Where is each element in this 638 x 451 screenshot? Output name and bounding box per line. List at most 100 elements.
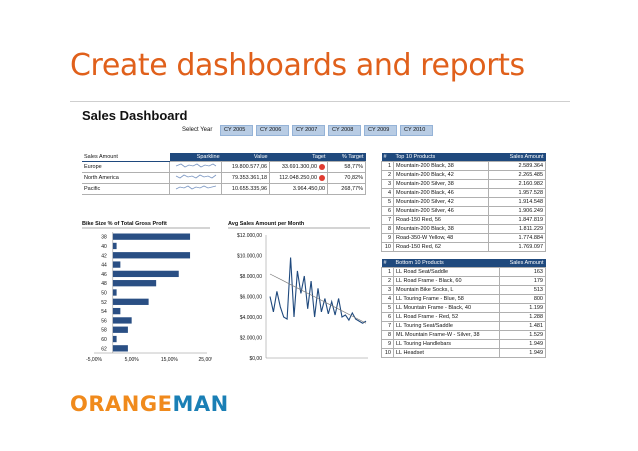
sales-amount-cell: 2.589.364 — [487, 161, 547, 171]
rank-cell: 4 — [381, 294, 394, 304]
year-tab-2009[interactable]: CY 2009 — [364, 125, 397, 136]
sparkline — [169, 161, 223, 173]
table-row: 6 LL Road Frame - Red, 52 1.288 — [381, 312, 546, 322]
sales-amount-cell: 1.481 — [499, 321, 546, 331]
chart-title: Avg Sales Amount per Month — [228, 221, 305, 227]
product-name-cell: Mountain-200 Silver, 46 — [393, 206, 489, 216]
pct-cell: 268,77% — [327, 183, 366, 195]
y-tick-label: $2.000,00 — [240, 336, 262, 342]
rank-cell: 10 — [381, 242, 394, 252]
year-tab-2010[interactable]: CY 2010 — [400, 125, 433, 136]
target-cell: 3.964.450,00 — [269, 183, 329, 195]
target-cell: 33.691.300,00 — [269, 161, 329, 173]
y-tick-label: 50 — [101, 291, 107, 297]
sales-amount-cell: 513 — [499, 285, 546, 295]
table-row: 8 Mountain-200 Black, 38 1.811.229 — [381, 224, 547, 234]
product-name-cell: LL Road Frame - Red, 52 — [392, 312, 501, 322]
trend-line — [269, 273, 367, 324]
y-tick-label: $4.000,00 — [240, 315, 262, 321]
y-tick-label: $12.000,00 — [237, 233, 262, 239]
sales-amount-cell: 1.288 — [499, 312, 546, 322]
year-tab-2005[interactable]: CY 2005 — [220, 125, 253, 136]
region-cell: Europe — [82, 161, 171, 173]
value-header: Value — [221, 153, 270, 162]
rank-cell: 9 — [381, 233, 394, 243]
sales-amount-cell: 1.529 — [499, 330, 546, 340]
table-row: 3 Mountain Bike Socks, L 513 — [381, 285, 546, 295]
value-cell: 19.800.577,06 — [221, 161, 271, 173]
bar — [112, 270, 179, 278]
year-tab-2007[interactable]: CY 2007 — [292, 125, 325, 136]
product-name-cell: Mountain-200 Silver, 42 — [393, 197, 489, 207]
bar — [112, 261, 121, 268]
region-cell: North America — [82, 172, 171, 184]
sales-amount-cell: 1.774.884 — [487, 233, 547, 243]
status-red-icon — [319, 163, 326, 170]
product-name-cell: Mountain-200 Black, 38 — [393, 224, 489, 234]
bar — [112, 233, 191, 240]
y-tick-label: $6.000,00 — [240, 295, 262, 301]
y-tick-label: $8.000,00 — [240, 274, 262, 280]
rank-cell: 1 — [381, 267, 394, 277]
table-row: 3 Mountain-200 Silver, 38 2.160.982 — [381, 179, 547, 189]
rank-cell: 3 — [381, 285, 394, 295]
table-row: 9 Road-350-W Yellow, 48 1.774.884 — [381, 233, 547, 243]
sales-amount-cell: 1.847.819 — [487, 215, 547, 225]
pct-target-header: % Target — [327, 153, 366, 162]
product-name-cell: Road-350-W Yellow, 48 — [393, 233, 489, 243]
product-name-cell: Mountain-200 Silver, 38 — [393, 179, 489, 189]
sales-amount-cell: 1.914.548 — [487, 197, 547, 207]
y-tick-label: 52 — [101, 300, 107, 306]
table-row: 8 ML Mountain Frame-W - Silver, 38 1.529 — [381, 330, 546, 340]
slide-title: Create dashboards and reports — [70, 48, 525, 83]
series-line — [269, 257, 367, 324]
table-row: Europe 19.800.577,06 33.691.300,00 58,77… — [82, 161, 366, 173]
pct-cell: 58,77% — [327, 161, 366, 173]
product-name-cell: Road-150 Red, 56 — [393, 215, 489, 225]
bar — [112, 307, 121, 315]
status-red-icon — [319, 174, 326, 181]
y-tick-label: 46 — [101, 272, 107, 278]
product-name-cell: LL Headset — [392, 348, 501, 358]
sales-amount-cell: 1.949 — [499, 348, 546, 358]
sparkline — [169, 183, 223, 195]
y-tick-label: 56 — [101, 318, 107, 324]
y-tick-label: 44 — [101, 263, 107, 269]
sales-amount-cell: 1.769.097 — [487, 242, 547, 252]
product-name-cell: LL Touring Handlebars — [392, 339, 501, 349]
avg-sales-line-chart: Avg Sales Amount per Month $12.000,00 $10.… — [228, 221, 370, 362]
table-row: North America 79.353.361,18 112.048.250,… — [82, 172, 366, 184]
product-name-cell: Road-150 Red, 62 — [393, 242, 489, 252]
product-name-cell: ML Mountain Frame-W - Silver, 38 — [392, 330, 501, 340]
year-tab-2008[interactable]: CY 2008 — [328, 125, 361, 136]
sales-amount-header: Sales Amount — [499, 259, 546, 268]
table-row: 1 LL Road Seat/Saddle 163 — [381, 267, 546, 277]
target-value: 3.964.450,00 — [292, 186, 326, 192]
sales-amount-cell: 2.265.485 — [487, 170, 547, 180]
y-tick-label: 42 — [101, 253, 107, 259]
product-name-cell: Mountain-200 Black, 46 — [393, 188, 489, 198]
target-header: Taget — [269, 153, 328, 162]
sales-amount-cell: 163 — [499, 267, 546, 277]
sales-amount-cell: 1.906.249 — [487, 206, 547, 216]
chart-title: Bike Size % of Total Gross Profit — [82, 221, 167, 227]
bar — [112, 298, 149, 305]
table-row: 4 LL Touring Frame - Blue, 58 800 — [381, 294, 546, 304]
y-tick-label: 48 — [101, 281, 107, 287]
bar — [112, 317, 132, 324]
bottom-10-products-table: # Bottom 10 Products Sales Amount 1 LL Ro… — [381, 259, 546, 358]
year-tab-2006[interactable]: CY 2006 — [256, 125, 289, 136]
rank-cell: 7 — [381, 215, 394, 225]
x-tick-label: 25,00% — [199, 357, 212, 363]
table-row: 2 LL Road Frame - Black, 60 179 — [381, 276, 546, 286]
product-name-cell: Mountain-200 Black, 38 — [393, 161, 489, 171]
target-value: 112.048.250,00 — [279, 175, 318, 181]
bar — [112, 280, 157, 287]
rank-cell: 8 — [381, 330, 394, 340]
table-row: 2 Mountain-200 Black, 42 2.265.485 — [381, 170, 547, 180]
y-tick-label: 40 — [101, 244, 107, 250]
sparkline-header: Sparkline — [169, 153, 222, 162]
region-cell: Pacific — [82, 183, 171, 195]
product-name-cell: LL Road Frame - Black, 60 — [392, 276, 501, 286]
top-10-title: Top 10 Products — [393, 153, 489, 162]
